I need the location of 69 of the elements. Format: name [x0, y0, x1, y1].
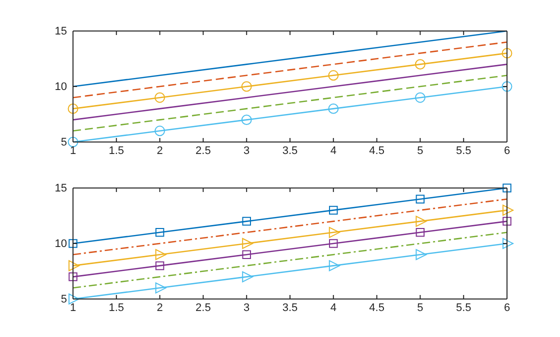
point	[329, 206, 338, 215]
x-tick-label: 4.5	[369, 144, 384, 157]
x-tick-label: 6	[504, 302, 510, 314]
point	[155, 261, 164, 270]
point	[328, 260, 340, 272]
x-tick-label: 1	[70, 144, 76, 157]
x-tick-label: 5.5	[456, 302, 472, 314]
point	[416, 216, 427, 227]
point	[68, 103, 78, 114]
point	[328, 103, 339, 114]
point	[155, 282, 166, 294]
y-tick-label: 5	[60, 136, 67, 149]
x-tick-label: 5.5	[456, 144, 472, 157]
point	[414, 59, 426, 70]
x-tick-label: 1	[70, 302, 76, 314]
x-tick-label: 1.5	[108, 302, 124, 314]
y-tick-label: 10	[54, 81, 67, 94]
point	[68, 239, 78, 248]
x-tick-label: 2.5	[196, 144, 211, 157]
x-tick-label: 3.5	[282, 302, 298, 314]
point	[241, 81, 252, 92]
point	[329, 239, 338, 248]
line-series	[72, 232, 508, 289]
point	[416, 249, 427, 260]
x-tick-label: 4	[330, 302, 336, 314]
point	[502, 48, 512, 58]
point	[416, 228, 425, 237]
y-tick-label: 15	[54, 182, 67, 195]
point	[502, 238, 514, 249]
point	[68, 272, 78, 282]
x-tick-label: 6	[504, 144, 510, 157]
x-tick-label: 4	[330, 144, 336, 157]
point	[68, 294, 80, 304]
point	[154, 126, 166, 136]
point	[242, 271, 254, 282]
x-tick-label: 3.5	[282, 144, 298, 157]
line-series	[72, 41, 508, 98]
x-tick-label: 5	[417, 302, 424, 314]
point	[155, 228, 164, 237]
point	[68, 260, 80, 272]
x-tick-label: 2	[156, 302, 163, 314]
point	[328, 226, 340, 238]
point	[502, 81, 512, 92]
point	[502, 216, 512, 226]
y-tick-label: 10	[54, 238, 67, 250]
x-tick-label: 5	[417, 144, 424, 157]
y-tick-label: 5	[60, 294, 67, 306]
point	[242, 250, 251, 259]
point	[414, 92, 426, 103]
x-tick-label: 2.5	[196, 302, 211, 314]
point	[68, 136, 78, 148]
point	[241, 114, 252, 126]
point	[328, 70, 339, 81]
line-series	[72, 74, 508, 132]
point	[155, 249, 166, 260]
line-series	[72, 64, 508, 120]
point	[242, 238, 254, 249]
point	[502, 184, 512, 192]
line-series	[72, 198, 508, 256]
point	[502, 204, 514, 216]
point	[242, 216, 251, 226]
y-tick-label: 15	[54, 26, 67, 38]
x-tick-label: 3	[244, 144, 250, 157]
x-tick-label: 3	[244, 302, 250, 314]
point	[154, 92, 166, 103]
x-tick-label: 4.5	[369, 302, 384, 314]
point	[416, 194, 425, 204]
x-tick-label: 1.5	[108, 144, 124, 157]
x-tick-label: 2	[156, 144, 163, 157]
